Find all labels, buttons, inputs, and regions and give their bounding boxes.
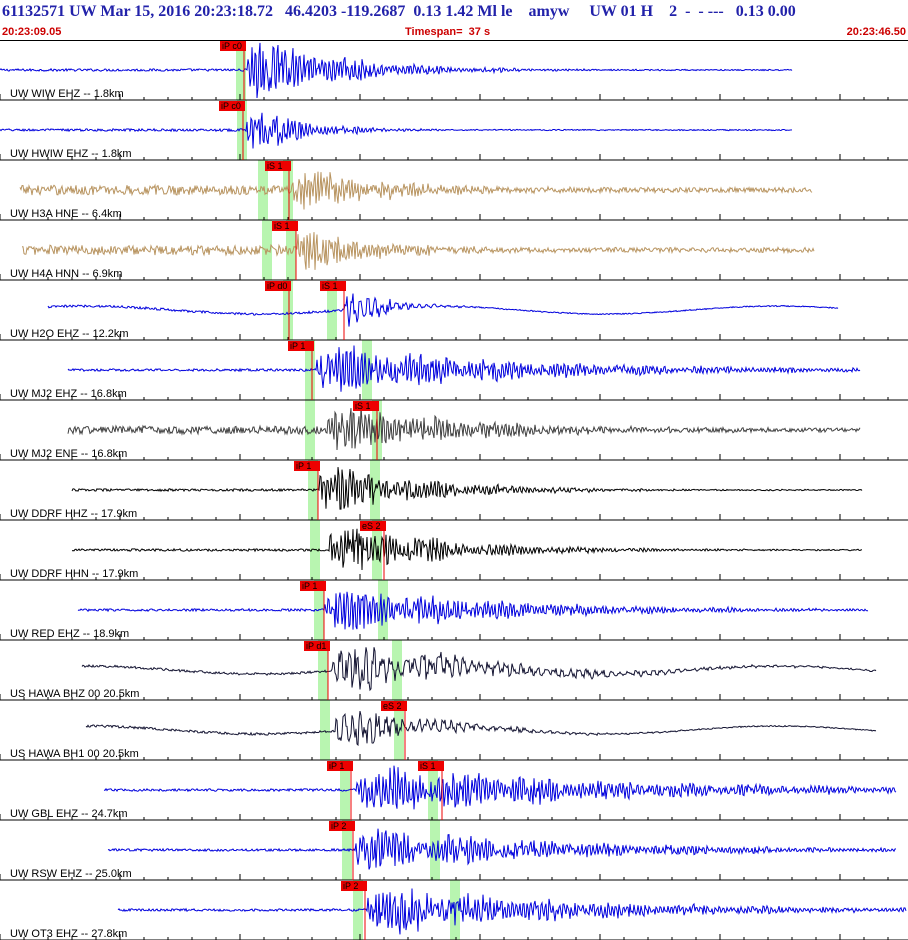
start-time: 20:23:09.05 — [2, 26, 62, 38]
channel-label: US HAWA BHZ 00 20.5km — [10, 688, 139, 700]
end-time: 20:23:46.50 — [846, 26, 906, 38]
channel-label: US HAWA BH1 00 20.5km — [10, 748, 139, 760]
timespan-label: Timespan= 37 s — [405, 26, 491, 38]
waveforms — [0, 42, 907, 935]
channel-label: UW DDRF HHN -- 17.9km — [10, 568, 138, 580]
phase-window — [318, 640, 328, 700]
phase-window — [283, 280, 293, 340]
waveform-trace — [0, 112, 793, 149]
pick-flag[interactable] — [327, 761, 353, 771]
pick-label: iS 1 — [274, 221, 290, 231]
pick-flag[interactable] — [418, 761, 444, 771]
waveform-trace — [0, 42, 793, 99]
pick-flag[interactable] — [329, 821, 355, 831]
pick-label: iS 1 — [420, 761, 436, 771]
channel-labels: UW WIW EHZ -- 1.8km UW HWIW EHZ -- 1.8km U… — [10, 88, 139, 940]
phase-window — [286, 220, 296, 280]
pick-flag[interactable] — [294, 461, 320, 471]
phase-window — [428, 760, 438, 820]
pick-flag[interactable] — [220, 41, 246, 51]
pick-label: iS 1 — [355, 401, 371, 411]
pick-label: iS 1 — [322, 281, 338, 291]
channel-label: UW RED EHZ -- 18.9km — [10, 628, 129, 640]
phase-window — [305, 400, 315, 460]
channel-label: UW H3A HNE -- 6.4km — [10, 208, 122, 220]
pick-flag[interactable] — [304, 641, 330, 651]
waveform-trace — [67, 345, 861, 392]
pick-flag[interactable] — [381, 701, 407, 711]
waveform-trace — [85, 710, 877, 747]
channel-label: UW OT3 EHZ -- 27.8km — [10, 928, 127, 940]
pick-flag[interactable] — [341, 881, 367, 891]
pick-label: iP d0 — [267, 281, 287, 291]
pick-label: iP 2 — [343, 881, 358, 891]
phase-picks: iP c0 iP c0 iS 1 iS 1 iP d0 iS 1 iP 1 iS 1 iP 1 e… — [219, 41, 444, 940]
waveform-trace — [117, 888, 907, 935]
channel-label: UW RSW EHZ -- 25.0km — [10, 868, 132, 880]
waveform-trace — [103, 765, 897, 810]
channel-label: UW DDRF HHZ -- 17.9km — [10, 508, 137, 520]
pick-label: iS 1 — [267, 161, 283, 171]
waveform-trace — [22, 232, 815, 270]
pick-label: iP c0 — [221, 101, 241, 111]
pick-flag[interactable] — [219, 101, 245, 111]
phase-window — [327, 280, 337, 340]
pick-label: iP 1 — [302, 581, 317, 591]
waveform-trace — [71, 528, 863, 571]
channel-label: UW MJ2 ENE -- 16.8km — [10, 448, 127, 460]
pick-label: iP c0 — [222, 41, 242, 51]
waveform-trace — [81, 647, 877, 692]
channel-label: UW H2O EHZ -- 12.2km — [10, 328, 129, 340]
phase-window — [362, 340, 372, 400]
waveform-trace — [19, 171, 813, 210]
pick-label: iP 1 — [290, 341, 305, 351]
pick-flag[interactable] — [320, 281, 346, 291]
phase-window — [236, 40, 246, 100]
event-header: 61132571 UW Mar 15, 2016 20:23:18.72 46.… — [0, 0, 908, 40]
channel-label: UW HWIW EHZ -- 1.8km — [10, 148, 132, 160]
waveform-trace — [47, 293, 839, 327]
pick-flag[interactable] — [300, 581, 326, 591]
waveform-trace — [71, 467, 863, 510]
channel-label: UW MJ2 EHZ -- 16.8km — [10, 388, 127, 400]
pick-label: iP 1 — [296, 461, 311, 471]
channel-label: UW H4A HNN -- 6.9km — [10, 268, 122, 280]
pick-label: iP 2 — [331, 821, 346, 831]
row-separators — [0, 99, 908, 940]
pick-label: eS 2 — [362, 521, 381, 531]
pick-flag[interactable] — [265, 281, 291, 291]
channel-label: UW WIW EHZ -- 1.8km — [10, 88, 124, 100]
seismogram-panel[interactable]: iP c0 iP c0 iS 1 iS 1 iP d0 iS 1 iP 1 iS 1 iP 1 e… — [0, 40, 908, 940]
phase-window — [237, 100, 247, 160]
event-title: 61132571 UW Mar 15, 2016 20:23:18.72 46.… — [2, 3, 796, 20]
waveform-trace — [107, 828, 897, 870]
phase-window — [450, 880, 460, 940]
waveform-trace — [77, 591, 869, 630]
waveform-trace — [67, 405, 861, 451]
pick-flag[interactable] — [288, 341, 314, 351]
pick-label: iP 1 — [329, 761, 344, 771]
phase-window — [320, 700, 330, 760]
pick-label: iP d1 — [306, 641, 326, 651]
phase-window — [372, 520, 382, 580]
pick-flag[interactable] — [265, 161, 291, 171]
pick-flag[interactable] — [353, 401, 379, 411]
pick-flag[interactable] — [360, 521, 386, 531]
pick-label: eS 2 — [383, 701, 402, 711]
pick-flag[interactable] — [272, 221, 298, 231]
phase-window — [340, 760, 350, 820]
channel-label: UW GBL EHZ -- 24.7km — [10, 808, 128, 820]
